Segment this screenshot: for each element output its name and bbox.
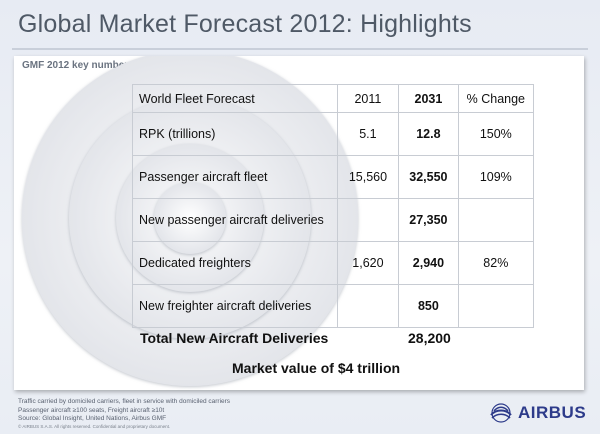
table-row: Passenger aircraft fleet 15,560 32,550 1…	[132, 155, 535, 199]
footnote: Traffic carried by domiciled carriers, f…	[18, 398, 231, 405]
header-cell: % Change	[457, 84, 535, 113]
value-2011: 15,560	[336, 155, 400, 199]
value-2031: 12.8	[398, 112, 459, 156]
table-row: Dedicated freighters 1,620 2,940 82%	[132, 241, 535, 285]
value-2011: 1,620	[336, 241, 400, 285]
row-label: Dedicated freighters	[132, 241, 338, 285]
value-change: 150%	[457, 112, 535, 156]
value-2011: 5.1	[336, 112, 400, 156]
airbus-logo-icon	[490, 403, 512, 423]
value-change	[457, 284, 535, 328]
header-cell: 2011	[336, 84, 400, 113]
brand-name: AIRBUS	[518, 403, 587, 422]
header-cell: 2031	[398, 84, 459, 113]
value-change: 82%	[457, 241, 535, 285]
table-header-row: World Fleet Forecast 2011 2031 % Change	[132, 84, 535, 113]
table-row: New passenger aircraft deliveries 27,350	[132, 198, 535, 242]
total-deliveries-label: Total New Aircraft Deliveries	[140, 330, 329, 346]
footnote: Source: Global Insight, United Nations, …	[18, 415, 167, 422]
footnotes: Traffic carried by domiciled carriers, f…	[18, 398, 230, 430]
table-row: New freighter aircraft deliveries 850	[132, 284, 535, 328]
row-label: New passenger aircraft deliveries	[132, 198, 338, 242]
airbus-logo: AIRBUS	[488, 403, 586, 423]
forecast-table: World Fleet Forecast 2011 2031 % Change …	[132, 84, 535, 328]
row-label: RPK (trillions)	[132, 112, 338, 156]
value-change: 109%	[457, 155, 535, 199]
value-2031: 32,550	[398, 155, 459, 199]
table-row: RPK (trillions) 5.1 12.8 150%	[132, 112, 535, 156]
total-deliveries-value: 28,200	[408, 330, 451, 346]
value-2011	[336, 284, 400, 328]
row-label: New freighter aircraft deliveries	[132, 284, 338, 328]
value-2031: 850	[398, 284, 459, 328]
value-2031: 27,350	[398, 198, 459, 242]
slide-title: Global Market Forecast 2012: Highlights	[18, 10, 472, 38]
content-panel: GMF 2012 key numbers and 20-year change …	[14, 56, 584, 390]
footnote: Passenger aircraft ≥100 seats, Freight a…	[18, 406, 165, 414]
value-2031: 2,940	[398, 241, 459, 285]
value-2011	[336, 198, 400, 242]
market-value-text: Market value of $4 trillion	[232, 360, 401, 376]
row-label: Passenger aircraft fleet	[132, 155, 338, 199]
value-change	[457, 198, 535, 242]
header-cell: World Fleet Forecast	[132, 84, 338, 113]
title-divider	[12, 48, 588, 50]
copyright-note: © AIRBUS S.A.S. All rights reserved. Con…	[18, 423, 171, 429]
